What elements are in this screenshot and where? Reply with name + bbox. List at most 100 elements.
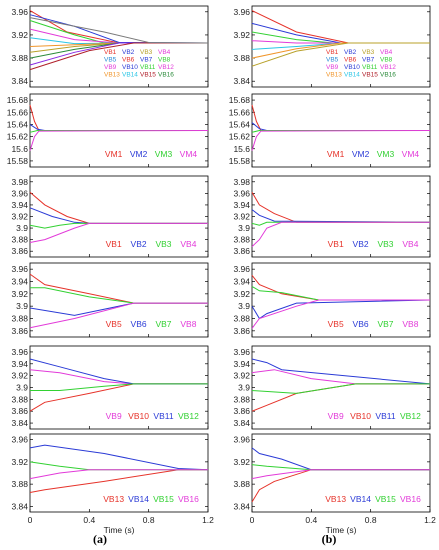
chart-a-0-legend-VB9: VB9 — [104, 64, 117, 71]
chart-b-3: 3.96 3.94 3.92 3.9 3.88 3.86 VB5 VB6 VB7 VB8 — [233, 262, 431, 338]
chart-b-5-legend-VB14: VB14 — [350, 494, 371, 504]
chart-a-1-legend-VM4: VM4 — [180, 149, 198, 159]
chart-a-2-legend-VB4: VB4 — [180, 239, 196, 249]
chart-a-2-ytick-label: 3.88 — [11, 235, 28, 245]
chart-a-3-legend-VB6: VB6 — [131, 319, 147, 329]
chart-b-1-legend-VM4: VM4 — [402, 149, 420, 159]
chart-a-1-ytick-label: 15.66 — [7, 107, 29, 117]
chart-a-2-ytick-label: 3.96 — [11, 188, 28, 198]
chart-b-2-legend-VB3: VB3 — [377, 239, 393, 249]
chart-a-1-ytick-label: 15.6 — [11, 144, 28, 154]
chart-b-4-series-VB12 — [251, 383, 430, 394]
chart-b-5-xtick-label: 0.8 — [365, 515, 377, 525]
chart-b-5-legend-VB15: VB15 — [375, 494, 396, 504]
chart-b-1-ytick-label: 15.68 — [229, 95, 251, 105]
chart-b-3-ytick-label: 3.9 — [238, 301, 250, 311]
chart-b-2-ytick-label: 3.92 — [233, 212, 250, 222]
chart-b-5-ytick-label: 3.88 — [233, 479, 250, 489]
chart-b-2-legend-VB1: VB1 — [328, 239, 344, 249]
chart-b-2-ytick-label: 3.96 — [233, 188, 250, 198]
chart-a-4-ytick-label: 3.96 — [11, 347, 28, 357]
chart-a-0-legend-VB13: VB13 — [104, 72, 120, 79]
chart-b-5-legend-VB16: VB16 — [400, 494, 421, 504]
chart-b-0-legend-VB15: VB15 — [362, 72, 378, 79]
chart-a-0-ytick-label: 3.96 — [11, 7, 28, 17]
chart-b-0-legend-VB13: VB13 — [326, 72, 342, 79]
chart-b-5-xtick-label: 1.2 — [424, 515, 436, 525]
chart-b-0-legend-VB1: VB1 — [326, 49, 339, 56]
chart-b-5-legend-VB13: VB13 — [325, 494, 346, 504]
chart-b-5-ytick-label: 3.92 — [233, 457, 250, 467]
chart-a-4-ytick-label: 3.86 — [11, 406, 28, 416]
chart-b-5: 3.96 3.92 3.88 3.840 0.4 0.8 1.2 Time (s) VB13 VB… — [233, 433, 436, 535]
caption-b: (b) — [322, 532, 337, 546]
chart-b-0-ytick-label: 3.88 — [233, 53, 250, 63]
chart-b-3-ytick-label: 3.94 — [233, 277, 250, 287]
chart-b-3-legend-VB6: VB6 — [353, 319, 369, 329]
chart-a-1-legend-VM2: VM2 — [130, 149, 148, 159]
chart-a-0-legend-VB10: VB10 — [122, 64, 138, 71]
chart-a-4-ytick-label: 3.9 — [16, 383, 28, 393]
chart-b-4-ytick-label: 3.86 — [233, 406, 250, 416]
chart-a-1-ytick-label: 15.58 — [7, 156, 29, 166]
chart-b-4-ytick-label: 3.88 — [233, 394, 250, 404]
chart-a-3-ytick-label: 3.9 — [16, 301, 28, 311]
chart-a-5-ytick-label: 3.92 — [11, 457, 28, 467]
chart-b-3-ytick-label: 3.96 — [233, 264, 250, 274]
chart-a-0-frame — [29, 5, 209, 88]
chart-a-5-xtick-label: 1.2 — [202, 515, 214, 525]
chart-b-3-series-VB8 — [251, 299, 430, 329]
chart-a-1: 15.68 15.66 15.64 15.62 15.6 15.58 VM1 VM2 VM3 VM… — [7, 93, 209, 168]
chart-b-1-legend-VM3: VM3 — [377, 149, 395, 159]
chart-a-1-series-VM4 — [29, 130, 209, 151]
chart-a-2-legend-VB2: VB2 — [131, 239, 147, 249]
chart-b-0-legend-VB6: VB6 — [344, 57, 357, 64]
chart-b-0-legend-VB11: VB11 — [362, 64, 378, 71]
chart-a-5-legend-VB16: VB16 — [178, 494, 199, 504]
chart-a-0-legend-VB2: VB2 — [122, 49, 135, 56]
chart-b-0-series-c7 — [251, 42, 430, 67]
chart-b-2-ytick-label: 3.98 — [233, 177, 250, 187]
chart-b-0-legend-VB14: VB14 — [344, 72, 360, 79]
chart-a-0-legend-VB6: VB6 — [122, 57, 135, 64]
chart-a-4-ytick-label: 3.88 — [11, 394, 28, 404]
chart-a-2-legend-VB1: VB1 — [106, 239, 122, 249]
chart-a-0-legend-VB4: VB4 — [158, 49, 171, 56]
chart-a-0-legend-VB12: VB12 — [158, 64, 174, 71]
chart-b-3-ytick-label: 3.86 — [233, 326, 250, 336]
chart-b-5-series-VB16 — [251, 469, 430, 480]
chart-b-4-legend-VB11: VB11 — [375, 411, 395, 421]
chart-b-1-ytick-label: 15.6 — [233, 144, 250, 154]
chart-a-4-ytick-label: 3.94 — [11, 359, 28, 369]
chart-a-3-ytick-label: 3.88 — [11, 314, 28, 324]
chart-a-5-legend-VB14: VB14 — [128, 494, 149, 504]
chart-a-1-ytick-label: 15.62 — [7, 132, 29, 142]
chart-b-0-legend-VB9: VB9 — [326, 64, 339, 71]
chart-b-0-legend-VB10: VB10 — [344, 64, 360, 71]
chart-b-0-ytick-label: 3.96 — [233, 7, 250, 17]
chart-a-5-xtick-label: 0.8 — [143, 515, 155, 525]
chart-b-0-legend-VB5: VB5 — [326, 57, 339, 64]
chart-b-0-legend-VB7: VB7 — [362, 57, 375, 64]
chart-a-3-ytick-label: 3.92 — [11, 289, 28, 299]
chart-a-0-legend-VB16: VB16 — [158, 72, 174, 79]
chart-b-0-frame — [251, 5, 431, 88]
chart-a-2-legend-VB3: VB3 — [155, 239, 171, 249]
chart-a-0-series-c11 — [29, 17, 209, 44]
chart-a-3-ytick-label: 3.96 — [11, 264, 28, 274]
chart-a-0: 3.96 3.92 3.88 3.84 VB1 VB2 VB3 VB4 VB5 VB6 VB7 VB8… — [11, 5, 209, 88]
chart-a-3-series-VB8 — [29, 302, 208, 329]
chart-b-4-ytick-label: 3.92 — [233, 371, 250, 381]
chart-a-5-series-VB14 — [29, 444, 209, 471]
chart-a-0-legend-VB15: VB15 — [140, 72, 156, 79]
chart-a-3-legend-VB8: VB8 — [180, 319, 196, 329]
chart-a-2-ytick-label: 3.98 — [11, 177, 28, 187]
chart-a-1-ytick-label: 15.68 — [7, 95, 29, 105]
chart-a-5: 3.96 3.92 3.88 3.840 0.4 0.8 1.2 Time (s) VB13 VB… — [11, 433, 214, 535]
chart-a-4-legend-VB12: VB12 — [178, 411, 199, 421]
chart-b-2-series-VB2 — [251, 209, 431, 223]
chart-a-2-ytick-label: 3.94 — [11, 200, 28, 210]
chart-b-4-ytick-label: 3.84 — [233, 418, 250, 428]
chart-b-2-ytick-label: 3.9 — [238, 223, 250, 233]
